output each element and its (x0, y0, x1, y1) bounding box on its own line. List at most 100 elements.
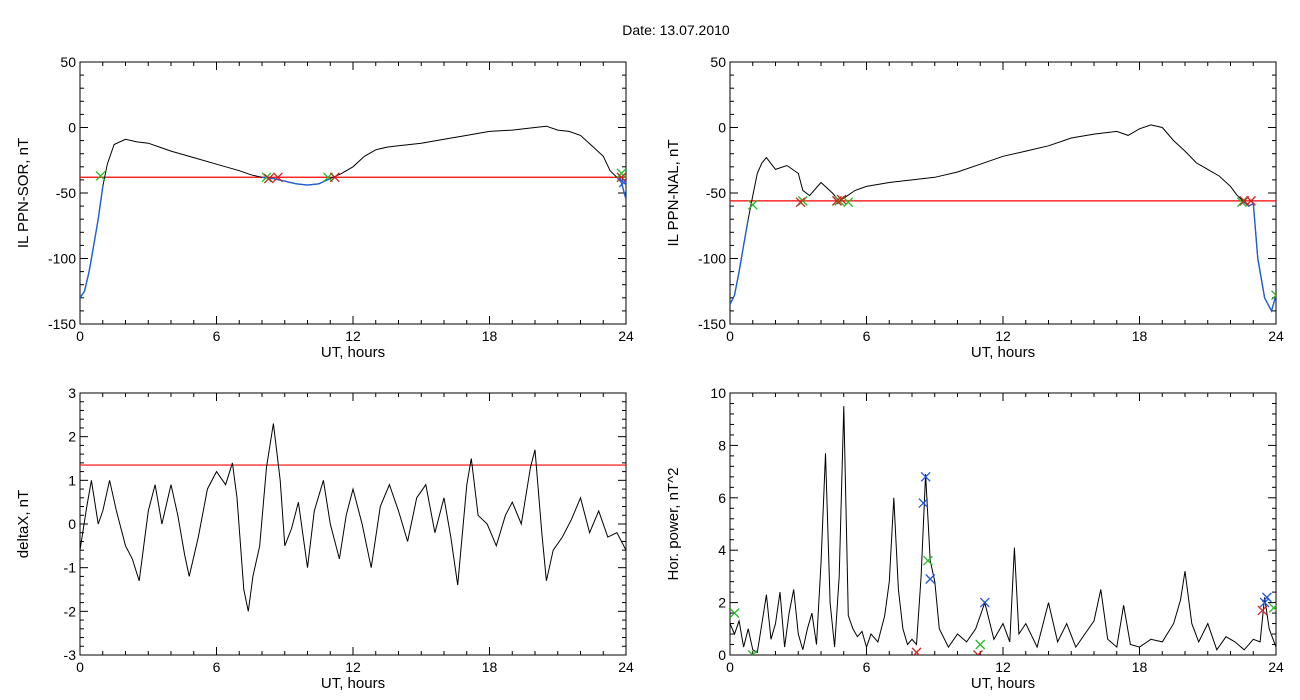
marker-green (95, 171, 106, 181)
y-tick-label: 8 (718, 437, 726, 453)
plot-frame (79, 61, 627, 325)
plot-area (730, 124, 1276, 313)
y-axis-label: Hor. power, nT^2 (665, 468, 682, 581)
y-tick-label: 50 (60, 54, 76, 70)
below-threshold-segment (730, 219, 749, 305)
marker-red (263, 173, 274, 184)
y-tick-label: -3 (64, 647, 77, 663)
marker-blue (1259, 597, 1270, 608)
x-tick-label: 12 (345, 328, 361, 344)
x-tick-label: 6 (863, 328, 871, 344)
marker-blue (979, 597, 990, 608)
x-tick-label: 12 (995, 659, 1011, 675)
marker-green (747, 199, 758, 210)
marker-blue (920, 471, 931, 482)
x-tick-label: 0 (76, 659, 84, 675)
x-tick-label: 18 (1132, 328, 1148, 344)
marker-red (1257, 605, 1268, 616)
x-axis-label: UT, hours (321, 675, 385, 692)
y-tick-label: -50 (706, 185, 726, 201)
x-tick-label: 0 (726, 328, 734, 344)
y-tick-label: 2 (68, 429, 76, 445)
marker-red (329, 172, 340, 183)
marker-green (1236, 197, 1247, 208)
marker-green (747, 650, 758, 655)
y-tick-label: -150 (698, 316, 726, 332)
marker-green (261, 172, 272, 183)
below-threshold-segment (80, 186, 104, 299)
y-tick-label: -1 (64, 560, 77, 576)
series-line (730, 406, 1276, 654)
marker-green (843, 197, 854, 208)
x-axis-label: UT, hours (971, 344, 1035, 361)
marker-blue (1261, 592, 1272, 603)
y-tick-label: 1 (68, 472, 76, 488)
x-tick-label: 12 (995, 328, 1011, 344)
x-tick-label: 6 (213, 328, 221, 344)
marker-red (272, 172, 283, 183)
marker-red (836, 194, 847, 205)
x-tick-label: 18 (482, 659, 498, 675)
marker-green (616, 168, 626, 179)
marker-blue (925, 574, 936, 584)
marker-green (797, 195, 808, 206)
y-axis-label: deltaX, nT (15, 490, 32, 558)
y-tick-label: 3 (68, 385, 76, 401)
marker-blue (618, 177, 626, 188)
x-axis-label: UT, hours (321, 344, 385, 361)
marker-blue (918, 498, 929, 508)
y-tick-label: -50 (56, 185, 76, 201)
marker-red (1246, 195, 1256, 206)
x-tick-label: 12 (345, 659, 361, 675)
below-threshold-segment (261, 176, 331, 186)
y-axis-label: IL PPN-NAL, nT (665, 140, 682, 247)
marker-red (911, 647, 922, 655)
plot-area (80, 125, 626, 299)
y-tick-label: 2 (718, 595, 726, 611)
x-tick-label: 24 (1268, 328, 1284, 344)
figure-title: Date: 13.07.2010 (622, 22, 730, 38)
y-tick-label: -2 (64, 603, 77, 619)
panel-1: 0 6 12 18 24 -150 -100 -50 0 50 UT, hours IL PPN-SO… (15, 54, 634, 361)
x-tick-label: 24 (1268, 659, 1284, 675)
marker-green (922, 555, 933, 566)
marker-red (795, 197, 806, 208)
marker-red (973, 650, 983, 655)
series-line (80, 125, 626, 299)
y-tick-label: 0 (68, 516, 76, 532)
y-tick-label: -100 (698, 251, 726, 267)
marker-green (834, 195, 845, 206)
x-tick-label: 0 (76, 328, 84, 344)
x-tick-label: 24 (618, 328, 634, 344)
marker-green (1268, 602, 1276, 613)
below-threshold-segment (1243, 201, 1276, 313)
x-tick-label: 18 (1132, 659, 1148, 675)
x-tick-label: 18 (482, 328, 498, 344)
y-tick-label: 0 (718, 120, 726, 136)
marker-red (616, 172, 626, 183)
x-tick-label: 24 (618, 659, 634, 675)
y-tick-label: 4 (718, 542, 726, 558)
panel-2: 0 6 12 18 24 -150 -100 -50 0 50 UT, hours IL PPN-NA… (665, 54, 1284, 361)
y-axis-label: IL PPN-SOR, nT (15, 138, 32, 248)
y-tick-label: 0 (718, 647, 726, 663)
marker-green (1271, 290, 1276, 301)
x-tick-label: 0 (726, 659, 734, 675)
y-tick-label: -150 (48, 316, 76, 332)
marker-green (730, 608, 740, 619)
marker-green (975, 639, 986, 650)
x-axis-label: UT, hours (971, 675, 1035, 692)
y-tick-label: -100 (48, 251, 76, 267)
y-tick-label: 6 (718, 490, 726, 506)
series-line (730, 124, 1276, 313)
y-tick-label: 0 (68, 120, 76, 136)
y-tick-label: 50 (710, 54, 726, 70)
below-threshold-segment (616, 176, 626, 200)
plot-area (730, 406, 1276, 655)
x-tick-label: 6 (213, 659, 221, 675)
plot-area (80, 423, 626, 612)
y-tick-label: 10 (710, 385, 726, 401)
